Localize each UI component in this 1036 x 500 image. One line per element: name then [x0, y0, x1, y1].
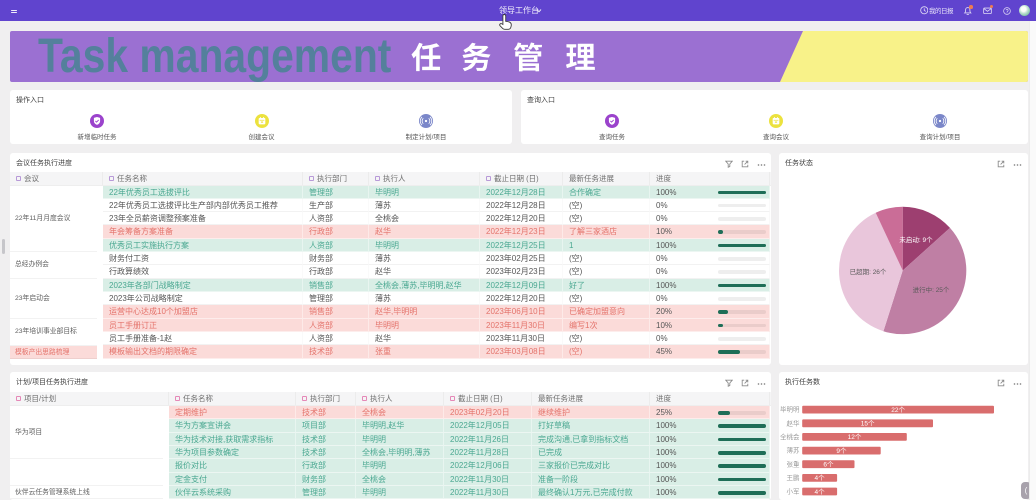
- svg-text:15个: 15个: [861, 420, 875, 428]
- svg-text:未启动: 9个: 未启动: 9个: [899, 235, 933, 244]
- svg-text:4个: 4个: [815, 488, 826, 496]
- svg-text:王鹏: 王鹏: [787, 473, 801, 482]
- svg-text:毕明明: 毕明明: [780, 405, 800, 414]
- svg-text:进行中: 25个: 进行中: 25个: [913, 285, 950, 294]
- svg-text:12个: 12个: [848, 433, 862, 441]
- svg-text:张重: 张重: [787, 459, 801, 468]
- svg-text:已超期: 26个: 已超期: 26个: [850, 267, 887, 276]
- svg-text:22个: 22个: [891, 406, 905, 414]
- svg-text:6个: 6个: [823, 461, 834, 469]
- svg-text:全桃会: 全桃会: [780, 432, 800, 441]
- svg-text:4个: 4个: [815, 474, 826, 482]
- svg-text:赵华: 赵华: [787, 418, 801, 427]
- svg-text:小军: 小军: [787, 487, 801, 496]
- svg-text:9个: 9个: [836, 447, 847, 455]
- svg-text:薄苏: 薄苏: [787, 446, 801, 455]
